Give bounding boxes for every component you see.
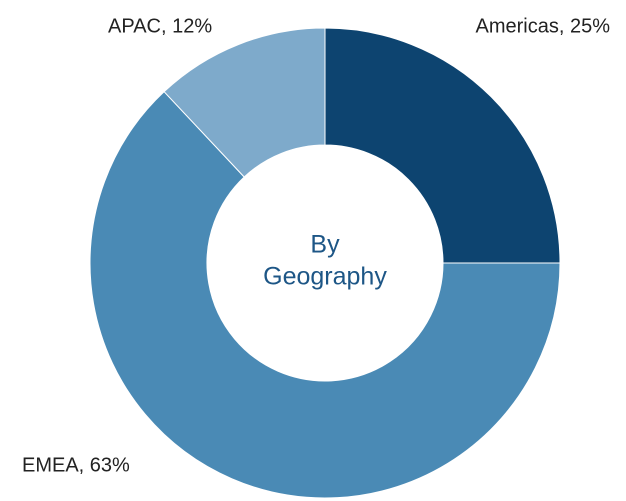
segment-label: EMEA, 63% [22, 454, 130, 476]
donut-segment [163, 27, 326, 178]
segment-label: APAC, 12% [108, 15, 212, 37]
donut-segment [324, 27, 561, 264]
donut-segment [89, 90, 561, 499]
center-label: Geography [263, 263, 387, 291]
center-label: By [310, 231, 340, 259]
segment-label: Americas, 25% [476, 15, 611, 37]
